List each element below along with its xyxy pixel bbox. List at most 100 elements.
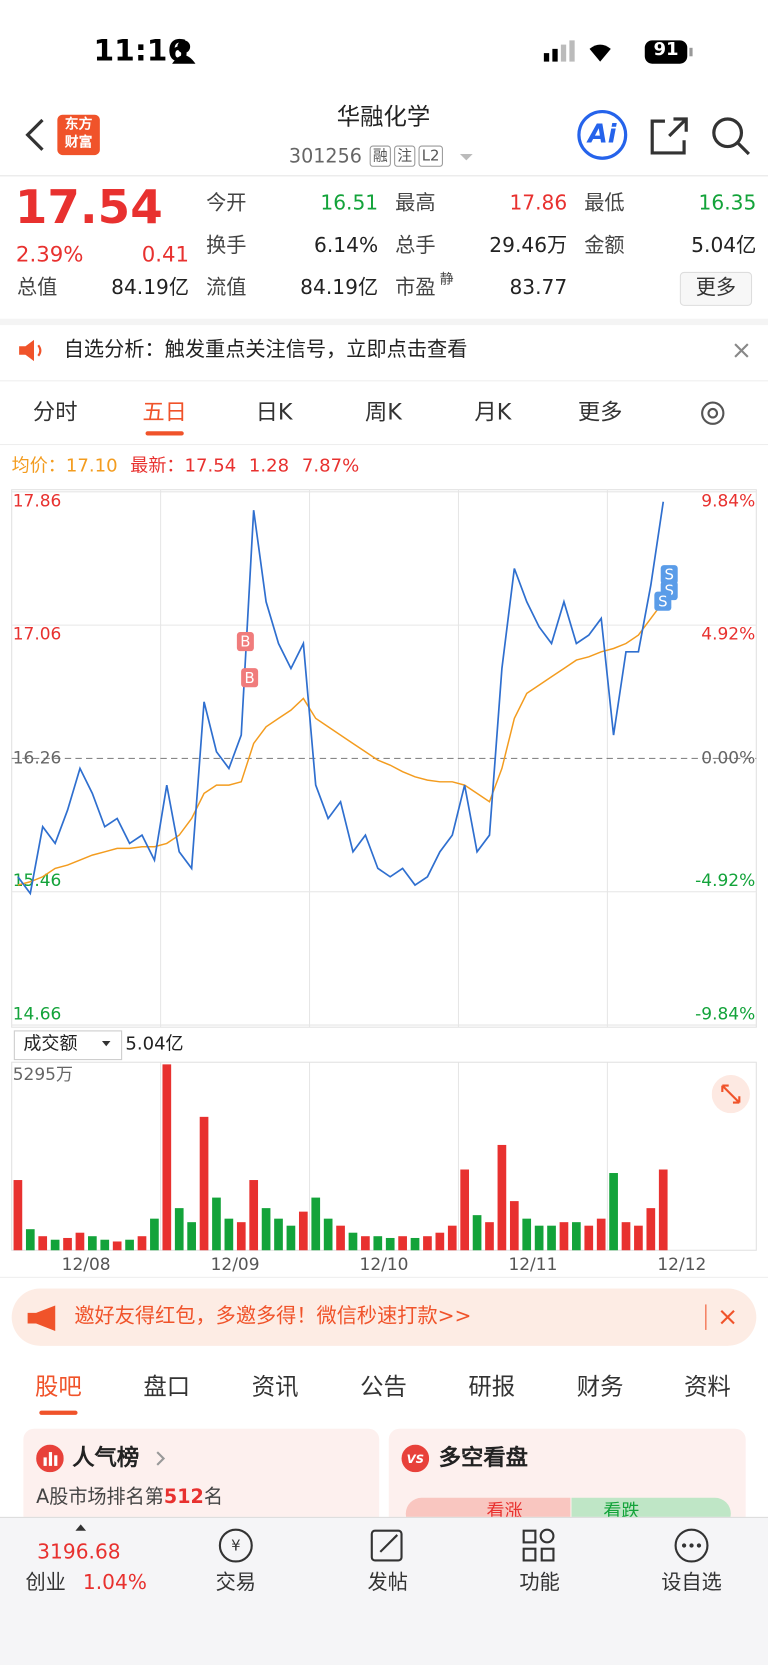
stat-value: 16.51 xyxy=(320,191,379,215)
stat-label: 最低 xyxy=(584,191,625,215)
popular-title: 人气榜 xyxy=(72,1444,140,1471)
volume-bar xyxy=(187,1222,196,1251)
volume-bar xyxy=(596,1218,606,1251)
period-tab[interactable]: 日K xyxy=(255,399,293,425)
period-tab[interactable]: 周K xyxy=(364,399,402,425)
close-button[interactable] xyxy=(719,1309,736,1326)
dropdown[interactable] xyxy=(459,152,474,163)
y2-tick-label: 4.92% xyxy=(701,625,755,645)
sub-tab[interactable]: 公告 xyxy=(360,1374,407,1402)
more-text: 更多 xyxy=(695,276,737,300)
volume-bar xyxy=(509,1201,519,1251)
volume-bar xyxy=(38,1236,48,1251)
period-tab[interactable]: 月K xyxy=(474,399,512,425)
share-button[interactable] xyxy=(648,115,690,157)
rank-suffix: 名 xyxy=(203,1486,223,1509)
bottom-item[interactable]: 发帖 xyxy=(367,1571,408,1595)
tag: 注 xyxy=(394,145,416,167)
index-value[interactable]: 3196.68 xyxy=(37,1540,121,1564)
volume-bar xyxy=(13,1180,23,1251)
volume-bar xyxy=(112,1241,122,1251)
divider xyxy=(0,318,768,326)
stat-value: 83.77 xyxy=(509,276,568,300)
popular-icon xyxy=(36,1444,64,1473)
volume-bar xyxy=(336,1225,345,1251)
settings-button[interactable] xyxy=(698,398,728,428)
bottom-bar xyxy=(0,1516,768,1665)
bottom-icons: ¥ xyxy=(218,1528,709,1563)
period-tab[interactable]: 分时 xyxy=(32,399,78,425)
x-tick-label: 12/09 xyxy=(211,1255,260,1275)
logo xyxy=(57,114,100,156)
volume-bar xyxy=(249,1180,259,1251)
period-tab[interactable]: 五日 xyxy=(142,399,187,425)
volume-selector[interactable] xyxy=(13,1030,123,1061)
stat-value: 16.35 xyxy=(698,191,757,215)
volume-bar xyxy=(125,1239,134,1251)
notice[interactable]: 自选分析：触发重点关注信号，立即点击查看 xyxy=(63,337,468,362)
ai-button[interactable] xyxy=(576,108,629,161)
vs-title: 多空看盘 xyxy=(438,1444,528,1471)
rank-text: A股市场排名第 xyxy=(36,1486,164,1509)
y-tick-label: 17.86 xyxy=(13,491,62,511)
latest-change: 1.28 xyxy=(248,455,290,477)
y-tick-label: 17.06 xyxy=(13,625,62,645)
stat-label: 市盈 xyxy=(395,276,436,300)
volume-bar xyxy=(485,1222,494,1251)
ai-text: Ai xyxy=(588,118,617,149)
stat-label: 总手 xyxy=(395,233,436,258)
volume-bar xyxy=(385,1237,395,1251)
sub-tab[interactable]: 研报 xyxy=(468,1374,516,1402)
back-button[interactable] xyxy=(21,117,49,153)
y-tick-label: 5295万 xyxy=(13,1065,73,1085)
promo-banner[interactable] xyxy=(11,1288,757,1346)
volume-bar xyxy=(572,1222,581,1251)
tag: L2 xyxy=(418,145,443,167)
volume-bar xyxy=(50,1239,60,1251)
volume-bar xyxy=(584,1225,594,1251)
volume-bar xyxy=(410,1237,420,1251)
volume-selector-text: 成交额 xyxy=(23,1033,78,1055)
expand-button[interactable] xyxy=(711,1074,750,1114)
latest-value: 17.54 xyxy=(184,455,237,477)
volume-bar xyxy=(212,1197,221,1251)
more-button[interactable] xyxy=(679,271,753,306)
sub-tab[interactable]: 盘口 xyxy=(143,1374,191,1402)
trade-marker-label: B xyxy=(240,633,250,651)
stat-label-sup: 静 xyxy=(439,271,454,288)
bottom-item[interactable]: 交易 xyxy=(215,1571,256,1595)
trade-marker-label: B xyxy=(245,669,255,687)
volume-bar xyxy=(286,1225,296,1251)
chart-info: 均价： 17.10 最新： 17.54 1.28 7.87% xyxy=(12,455,360,477)
stock-name: 华融化学 xyxy=(336,104,431,131)
x-tick-label: 12/10 xyxy=(360,1255,409,1275)
sub-tab[interactable]: 股吧 xyxy=(35,1374,82,1402)
sub-tab[interactable]: 资讯 xyxy=(251,1374,299,1402)
sub-tab[interactable]: 资料 xyxy=(684,1374,731,1402)
volume-bar xyxy=(75,1232,85,1251)
change: 0.41 xyxy=(141,241,190,267)
bottom-item[interactable]: 功能 xyxy=(519,1571,560,1595)
avg-value: 17.10 xyxy=(65,455,118,477)
y2-tick-label: -9.84% xyxy=(695,1004,755,1024)
volume-total: 5.04亿 xyxy=(125,1033,184,1055)
index-name: 创业 xyxy=(25,1571,66,1595)
y-tick-label: 16.26 xyxy=(13,748,62,768)
sub-tab[interactable]: 财务 xyxy=(576,1374,624,1402)
volume-bar xyxy=(634,1225,643,1251)
divider xyxy=(0,444,768,446)
volume-bar xyxy=(298,1211,308,1251)
stat-label: 最高 xyxy=(395,191,436,215)
volume-bar xyxy=(224,1218,234,1251)
bottom-item[interactable]: 设自选 xyxy=(661,1571,722,1595)
search-button[interactable] xyxy=(710,115,752,157)
volume-bar xyxy=(261,1208,271,1251)
svg-text:¥: ¥ xyxy=(231,1537,240,1555)
close-button[interactable] xyxy=(733,342,750,359)
latest-percent: 7.87% xyxy=(301,455,360,477)
separator xyxy=(705,1304,707,1330)
volume-bar xyxy=(274,1218,283,1251)
speaker-icon xyxy=(19,339,42,362)
period-tab[interactable]: 更多 xyxy=(577,399,623,425)
